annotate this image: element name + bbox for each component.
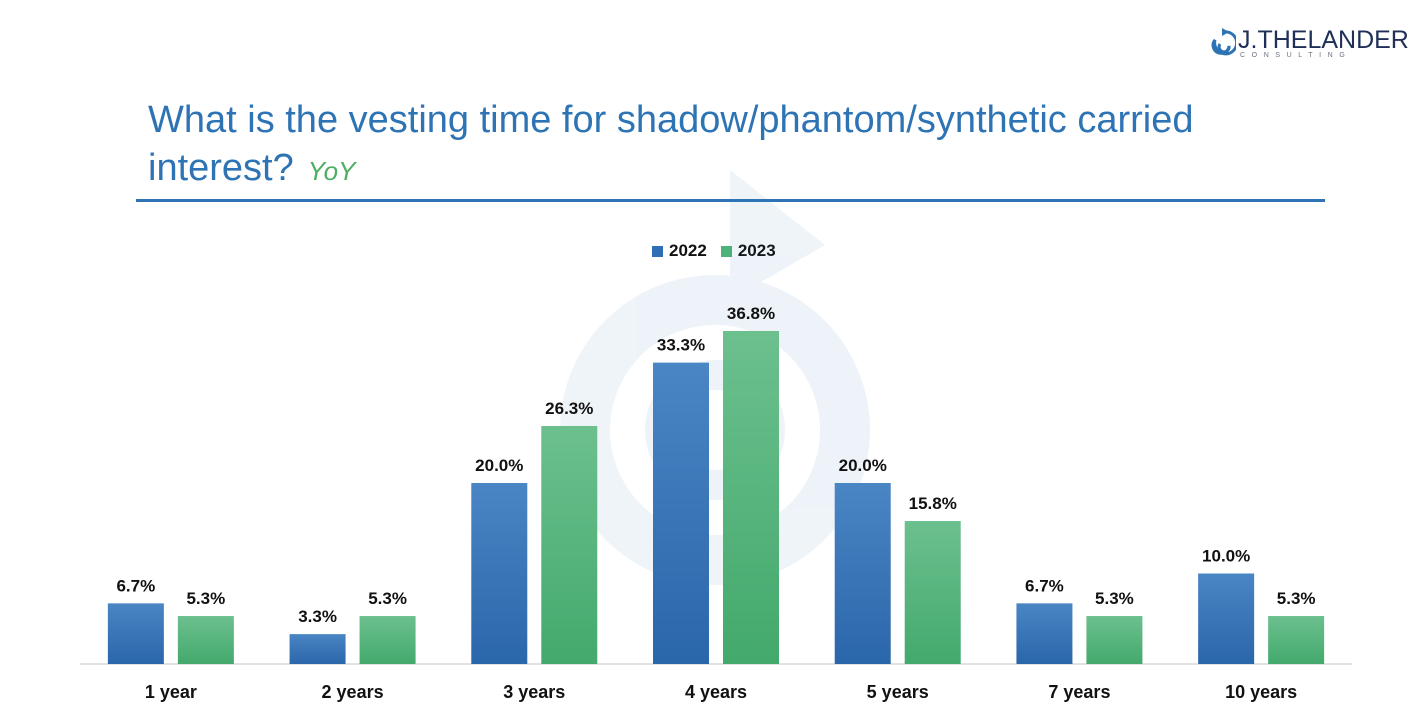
- category-label-0: 1 year: [145, 682, 197, 702]
- data-label-2023-3: 36.8%: [727, 304, 775, 323]
- bar-2022-1: [289, 634, 346, 664]
- legend-label-2022: 2022: [669, 241, 707, 260]
- data-label-2022-5: 6.7%: [1025, 576, 1064, 595]
- company-logo: J.THELANDER CONSULTING: [1210, 26, 1409, 66]
- bar-2022-5: [1016, 603, 1073, 664]
- category-label-5: 7 years: [1048, 682, 1110, 702]
- data-label-2022-4: 20.0%: [839, 456, 887, 475]
- bar-2023-0: [177, 616, 234, 664]
- category-label-2: 3 years: [503, 682, 565, 702]
- watermark-icon: [560, 170, 870, 585]
- spiral-logo-icon: [1211, 28, 1236, 56]
- data-label-2023-2: 26.3%: [545, 399, 593, 418]
- data-label-2022-2: 20.0%: [475, 456, 523, 475]
- data-label-2022-1: 3.3%: [298, 607, 337, 626]
- bar-2023-5: [1086, 616, 1143, 664]
- bar-2023-6: [1268, 616, 1325, 664]
- legend-item-2022: 2022: [652, 241, 707, 261]
- category-label-4: 5 years: [867, 682, 929, 702]
- category-label-1: 2 years: [322, 682, 384, 702]
- data-label-2023-6: 5.3%: [1277, 589, 1316, 608]
- legend-swatch-2022: [652, 245, 663, 257]
- legend-swatch-2023: [720, 245, 732, 257]
- bar-2023-2: [541, 425, 598, 664]
- page-title: What is the vesting time for shadow/phan…: [148, 96, 1308, 195]
- category-label-3: 4 years: [685, 682, 747, 702]
- category-label-6: 10 years: [1225, 682, 1297, 702]
- logo-name: J.THELANDER: [1238, 26, 1409, 54]
- bar-2023-4: [904, 521, 961, 664]
- chart-legend: 2022 2023: [652, 240, 776, 262]
- bar-2022-6: [1198, 573, 1255, 664]
- data-label-2022-6: 10.0%: [1202, 547, 1250, 566]
- bar-2022-4: [834, 483, 891, 664]
- bar-2022-2: [471, 483, 528, 664]
- bar-2023-1: [359, 616, 416, 664]
- data-label-2023-5: 5.3%: [1095, 589, 1134, 608]
- data-label-2023-4: 15.8%: [909, 494, 957, 513]
- data-label-2023-1: 5.3%: [368, 589, 407, 608]
- logo-subtitle: CONSULTING: [1240, 52, 1352, 59]
- legend-label-2023: 2023: [738, 241, 776, 261]
- bar-2023-3: [723, 330, 779, 664]
- data-label-2022-3: 33.3%: [657, 336, 705, 355]
- yoy-badge: YoY: [307, 156, 356, 186]
- bar-2022-0: [107, 603, 164, 664]
- bar-2022-3: [653, 362, 709, 664]
- title-text: What is the vesting time for shadow/phan…: [148, 99, 1194, 189]
- data-label-2022-0: 6.7%: [116, 576, 155, 595]
- legend-item-2023: 2023: [720, 241, 776, 261]
- title-underline: [136, 199, 1325, 202]
- data-label-2023-0: 5.3%: [186, 589, 225, 608]
